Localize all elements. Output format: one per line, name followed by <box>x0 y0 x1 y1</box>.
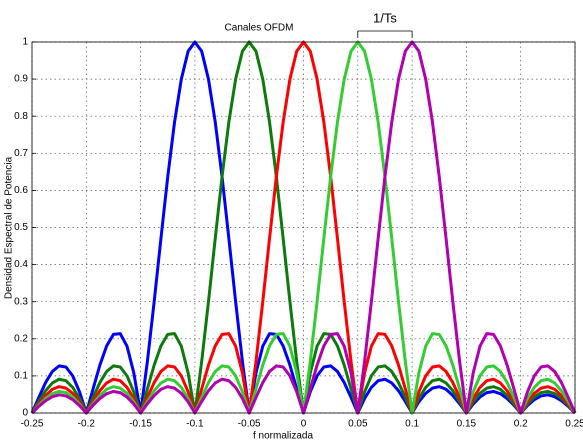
y-tick-label: 0.5 <box>14 222 28 233</box>
x-tick-label: 0 <box>301 419 307 430</box>
y-tick-label: 0.9 <box>14 74 28 85</box>
x-tick-label: 0.05 <box>348 419 368 430</box>
x-tick-label: 0.1 <box>405 419 419 430</box>
y-tick-label: 0.7 <box>14 148 28 159</box>
x-tick-label: 0.15 <box>457 419 477 430</box>
plot-frame <box>31 41 576 414</box>
chart-title: Canales OFDM <box>225 23 294 34</box>
y-tick-label: 1 <box>22 37 28 48</box>
annotation: 1/Ts <box>373 10 397 25</box>
y-tick-label: 0.4 <box>14 259 28 270</box>
x-tick-label: -0.25 <box>21 419 44 430</box>
x-tick-label: 0.25 <box>565 419 583 430</box>
y-tick-label: 0 <box>22 408 28 419</box>
x-tick-label: -0.05 <box>238 419 261 430</box>
x-tick-label: -0.2 <box>78 419 96 430</box>
x-tick-label: -0.15 <box>129 419 152 430</box>
y-tick-label: 0.1 <box>14 371 28 382</box>
y-tick-label: 0.2 <box>14 333 28 344</box>
x-tick-label: -0.1 <box>186 419 204 430</box>
y-tick-label: 0.6 <box>14 185 28 196</box>
y-axis-label: Densidad Espectral de Potencia <box>4 156 15 299</box>
x-axis-label: f normalizada <box>253 431 313 440</box>
y-tick-label: 0.8 <box>14 111 28 122</box>
x-tick-label: 0.2 <box>514 419 528 430</box>
y-tick-label: 0.3 <box>14 296 28 307</box>
